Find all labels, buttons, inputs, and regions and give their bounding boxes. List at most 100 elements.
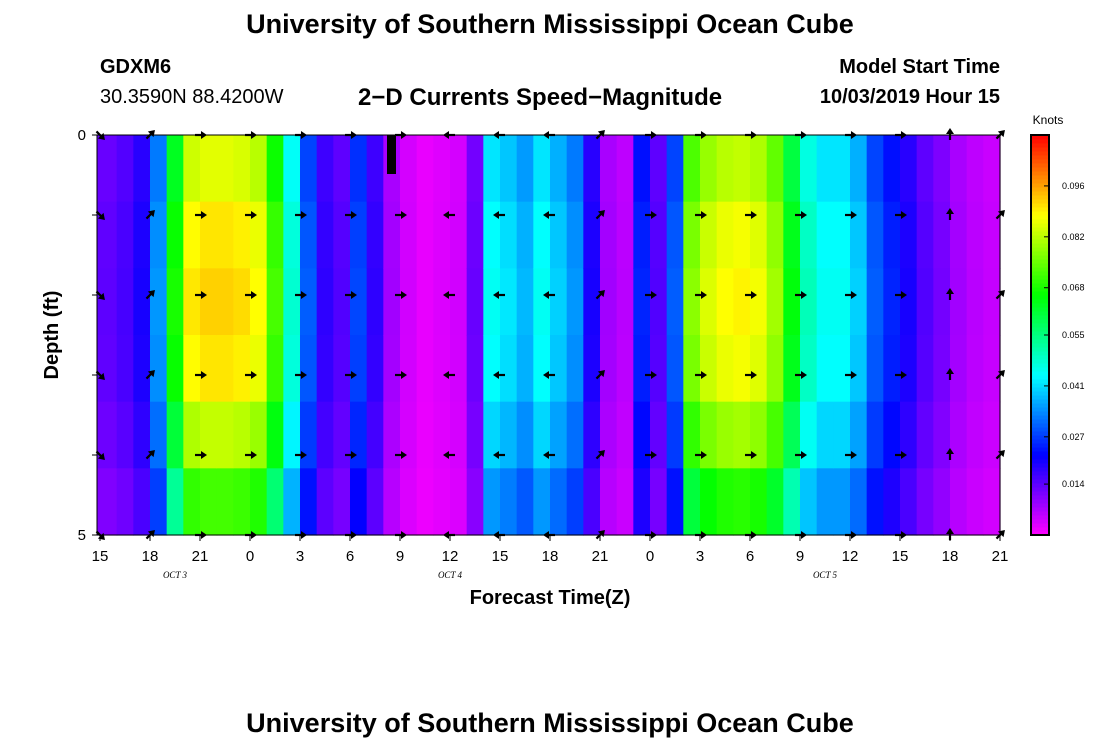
heatmap-cell <box>866 135 884 203</box>
heatmap-cell <box>200 401 218 469</box>
heatmap-cell <box>833 135 851 203</box>
x-tick-label: 15 <box>892 548 909 565</box>
heatmap-cell <box>933 468 951 536</box>
heatmap-cell <box>800 468 818 536</box>
heatmap-cell <box>300 268 318 336</box>
y-axis-label: Depth (ft) <box>41 291 63 380</box>
heatmap-cell <box>616 468 634 536</box>
colorbar-tick-label: 0.055 <box>1062 330 1085 340</box>
current-arrow <box>95 210 105 220</box>
heatmap-cell <box>266 268 284 336</box>
heatmap-cell <box>166 268 184 336</box>
current-arrow <box>645 451 657 459</box>
colorbar-swatch <box>1031 251 1049 256</box>
heatmap-cell <box>416 401 434 469</box>
heatmap-cell <box>950 268 968 336</box>
colorbar-swatch <box>1031 499 1049 504</box>
heatmap-cell <box>116 335 134 403</box>
colorbar-swatch <box>1031 215 1049 220</box>
heatmap-cell <box>433 468 451 536</box>
arrow-head <box>251 451 257 459</box>
heatmap-cell <box>150 401 168 469</box>
colorbar: 0.014 0.027 0.041 0.055 0.068 0.082 0.096 <box>1030 134 1085 536</box>
heatmap-cell <box>566 335 584 403</box>
heatmap-cell <box>566 135 584 203</box>
arrow-head <box>651 131 657 139</box>
heatmap-cell <box>733 335 751 403</box>
heatmap-cell <box>316 401 334 469</box>
heatmap-cell <box>766 268 784 336</box>
heatmap-cell <box>416 468 434 536</box>
colorbar-swatch <box>1031 447 1049 452</box>
heatmap-cell <box>950 201 968 269</box>
current-arrow <box>295 371 307 379</box>
arrow-head <box>751 531 757 539</box>
colorbar-swatch <box>1031 207 1049 212</box>
arrow-head <box>351 371 357 379</box>
arrow-head <box>946 128 954 134</box>
current-arrow <box>95 130 105 140</box>
x-tick-label: 12 <box>442 548 459 565</box>
x-tick-label: 6 <box>746 548 754 565</box>
colorbar-swatch <box>1031 407 1049 412</box>
heatmap-cell <box>900 268 918 336</box>
heatmap-cell <box>97 268 118 336</box>
heatmap-cell <box>583 335 601 403</box>
heatmap-cell <box>200 468 218 536</box>
heatmap-cell <box>616 135 634 203</box>
colorbar-swatch <box>1031 319 1049 324</box>
heatmap-cell <box>766 401 784 469</box>
heatmap-cell <box>600 268 618 336</box>
heatmap-cell <box>383 335 401 403</box>
heatmap-cell <box>333 135 351 203</box>
plot-title: 2−D Currents Speed−Magnitude <box>358 84 723 111</box>
colorbar-swatch <box>1031 399 1049 404</box>
heatmap-cell <box>650 335 668 403</box>
heatmap-cell <box>400 468 418 536</box>
heatmap-cell <box>966 401 984 469</box>
heatmap-cell <box>166 135 184 203</box>
arrow-head <box>401 211 407 219</box>
x-axis-label: Forecast Time(Z) <box>470 587 631 609</box>
colorbar-swatch <box>1031 479 1049 484</box>
heatmap-cell <box>783 268 801 336</box>
heatmap-cell <box>716 135 734 203</box>
arrow-head <box>493 371 499 379</box>
arrow-head <box>301 371 307 379</box>
current-arrow <box>795 531 807 539</box>
heatmap-cell <box>650 268 668 336</box>
arrow-head <box>493 291 499 299</box>
current-arrow <box>145 370 155 380</box>
heatmap-cell <box>266 135 284 203</box>
colorbar-swatch <box>1031 235 1049 240</box>
current-arrow <box>745 131 757 139</box>
heatmap-cell <box>583 201 601 269</box>
heatmap-cell <box>250 201 268 269</box>
heatmap-cell <box>700 268 718 336</box>
colorbar-swatch <box>1031 147 1049 152</box>
colorbar-swatch <box>1031 203 1049 208</box>
arrow-head <box>801 291 807 299</box>
colorbar-swatch <box>1031 239 1049 244</box>
current-arrow <box>245 371 257 379</box>
arrow-head <box>701 531 707 539</box>
colorbar-swatch <box>1031 211 1049 216</box>
heatmap-cell <box>550 335 568 403</box>
heatmap-cell <box>766 335 784 403</box>
heatmap-cell <box>816 335 834 403</box>
colorbar-tick-label: 0.041 <box>1062 381 1085 391</box>
arrow-head <box>997 290 1005 298</box>
arrow-head <box>351 211 357 219</box>
arrow-head <box>147 290 155 298</box>
heatmap-cell <box>933 268 951 336</box>
heatmap-cell <box>300 468 318 536</box>
heatmap-cell <box>650 468 668 536</box>
colorbar-swatch <box>1031 495 1049 500</box>
colorbar-swatch <box>1031 355 1049 360</box>
data-gap-marker <box>387 135 396 174</box>
heatmap-cell <box>900 468 918 536</box>
arrow-head <box>543 371 549 379</box>
heatmap-cell <box>716 468 734 536</box>
arrow-head <box>997 370 1005 378</box>
arrow-head <box>493 211 499 219</box>
